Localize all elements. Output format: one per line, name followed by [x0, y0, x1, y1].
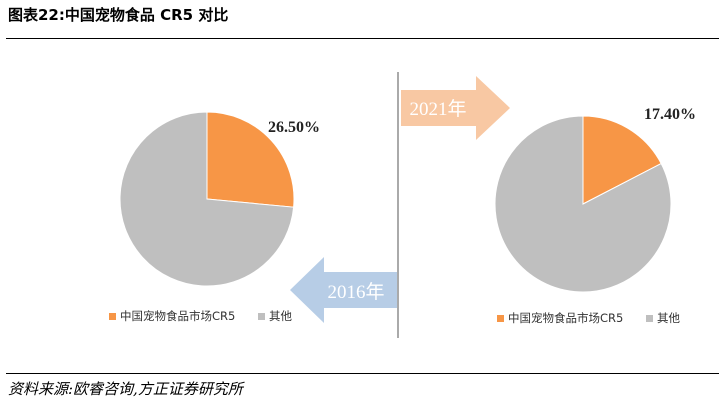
figure-title: 图表22:中国宠物食品 CR5 对比: [8, 6, 229, 24]
pie-2016-data-label: 26.50%: [268, 119, 320, 136]
pie-2021: 17.40% 中国宠物食品市场CR5 其他: [494, 106, 696, 325]
arrow-backward: 2016年: [290, 257, 397, 323]
top-rule: [6, 38, 719, 39]
pie-2016-legend-other: 其他: [269, 309, 292, 323]
pie-2021-legend-swatch-cr5: [497, 315, 504, 322]
bottom-rule: [6, 373, 719, 374]
pie-2016-legend-cr5: 中国宠物食品市场CR5: [120, 309, 235, 323]
arrow-forward-label: 2021年: [409, 98, 466, 120]
pie-2021-data-label: 17.40%: [644, 106, 696, 123]
pie-2016-legend-swatch-cr5: [109, 313, 116, 320]
pie-2016-slice-other: [119, 111, 295, 287]
pie-2016-slice-cr5: [206, 111, 295, 208]
arrow-backward-label: 2016年: [327, 281, 384, 303]
source-note: 资料来源:欧睿咨询,方正证券研究所: [8, 380, 243, 398]
pie-2021-slice-cr5: [582, 115, 662, 205]
arrow-backward-shape: [290, 257, 397, 323]
arrow-forward-shape: [401, 76, 510, 140]
pie-2016-legend-swatch-other: [258, 313, 265, 320]
pie-2021-legend-other: 其他: [657, 311, 680, 325]
pie-2021-legend-cr5: 中国宠物食品市场CR5: [508, 311, 623, 325]
pie-2021-slice-other: [494, 115, 672, 293]
pie-2016: 26.50% 中国宠物食品市场CR5 其他: [109, 111, 320, 323]
arrow-forward: 2021年: [401, 76, 510, 140]
pie-2021-legend-swatch-other: [646, 315, 653, 322]
